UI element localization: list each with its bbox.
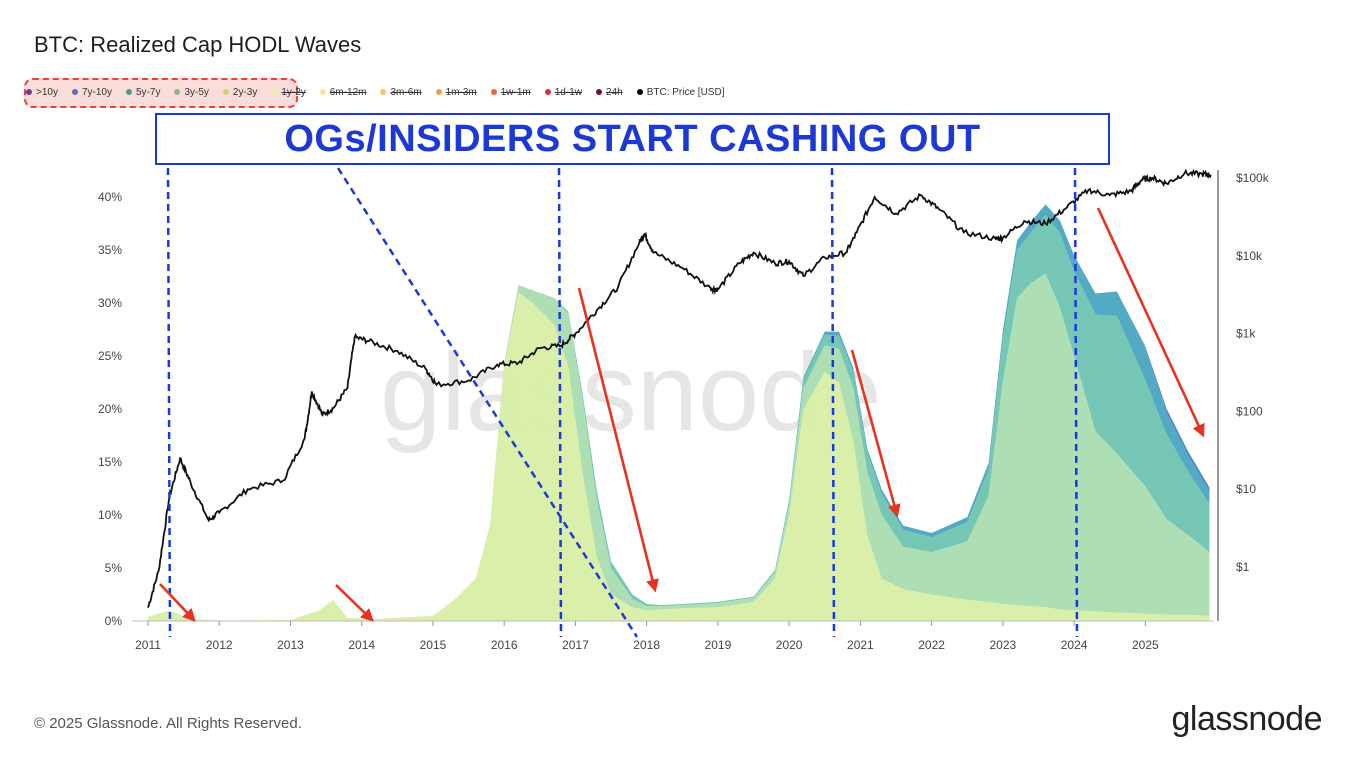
legend-highlight-box xyxy=(24,78,298,108)
legend-swatch-icon xyxy=(271,89,278,95)
x-tick-label: 2013 xyxy=(277,638,304,652)
decline-arrow xyxy=(335,584,374,622)
y-left-tick-label: 35% xyxy=(98,243,122,257)
x-tick-label: 2023 xyxy=(989,638,1016,652)
cycle-marker-line xyxy=(166,167,172,638)
legend-item-7[interactable]: 3m-6m xyxy=(380,86,422,98)
axes: 2011 2012 2013 2014 2015 2016 2017 2018 2019 2020… xyxy=(98,170,1270,652)
copyright-text: © 2025 Glassnode. All Rights Reserved. xyxy=(34,715,302,732)
legend-swatch-icon xyxy=(544,89,551,95)
legend-label: BTC: Price [USD] xyxy=(646,86,725,98)
legend-label: 1m-3m xyxy=(445,86,477,98)
legend-swatch-icon xyxy=(596,89,602,95)
decline-arrow xyxy=(850,349,901,518)
legend-swatch-icon xyxy=(319,89,326,95)
btc-price-line xyxy=(147,168,1212,608)
decline-arrow xyxy=(1096,207,1205,438)
legend-item-6[interactable]: 6m-12m xyxy=(319,86,367,98)
y-left-tick-label: 5% xyxy=(105,561,123,575)
area-layers xyxy=(148,204,1210,621)
legend-swatch-icon xyxy=(636,89,643,95)
legend-item-8[interactable]: 1m-3m xyxy=(435,86,477,98)
y-right-tick-label: $100k xyxy=(1236,171,1270,185)
x-tick-label: 2014 xyxy=(348,638,375,652)
legend-swatch-icon xyxy=(71,89,78,95)
y-right-tick-label: $1k xyxy=(1236,327,1256,341)
brand-logo-text: glassnode xyxy=(1171,700,1322,738)
legend-label: 24h xyxy=(606,86,623,98)
x-tick-label: 2025 xyxy=(1132,638,1159,652)
x-tick-label: 2015 xyxy=(420,638,447,652)
legend-label: 3y-5y xyxy=(184,86,209,98)
legend-label: 6m-12m xyxy=(329,86,367,98)
legend-swatch-icon xyxy=(26,89,32,95)
x-tick-label: 2022 xyxy=(918,638,945,652)
y-right-tick-label: $100 xyxy=(1236,404,1263,418)
y-left-tick-label: 40% xyxy=(98,190,122,204)
area-5y7y xyxy=(148,215,1210,621)
legend-label: 2y-3y xyxy=(232,86,258,98)
legend: >10y 7y-10y 5y-7y 3y-5y 2y-3y 1y-2y 6m-12m 3m-6… xyxy=(26,80,738,104)
legend-label: 1w-1m xyxy=(500,86,531,98)
cycle-marker-line xyxy=(557,167,563,638)
x-tick-label: 2017 xyxy=(562,638,589,652)
y-left-tick-label: 20% xyxy=(98,402,122,416)
legend-item-1[interactable]: 7y-10y xyxy=(71,86,112,98)
y-left-tick-label: 10% xyxy=(98,508,122,522)
x-tick-label: 2019 xyxy=(705,638,732,652)
legend-item-12[interactable]: BTC: Price [USD] xyxy=(636,86,725,98)
legend-item-4[interactable]: 2y-3y xyxy=(222,86,258,98)
decline-arrow xyxy=(159,583,196,622)
y-left-tick-label: 15% xyxy=(98,455,122,469)
legend-label: 1d-1w xyxy=(554,86,582,98)
legend-item-0[interactable]: >10y xyxy=(26,87,58,98)
decline-arrow xyxy=(577,287,659,593)
x-tick-label: 2018 xyxy=(633,638,660,652)
legend-label: 3m-6m xyxy=(390,86,422,98)
legend-swatch-icon xyxy=(435,89,442,95)
legend-label: 1y-2y xyxy=(281,86,306,98)
legend-label: 5y-7y xyxy=(135,86,161,98)
legend-label: 7y-10y xyxy=(81,86,112,98)
legend-swatch-icon xyxy=(380,89,387,95)
x-tick-label: 2020 xyxy=(776,638,803,652)
legend-swatch-icon xyxy=(174,89,181,95)
x-tick-label: 2021 xyxy=(847,638,874,652)
annotation-banner: OGs/INSIDERS START CASHING OUT xyxy=(155,113,1110,165)
legend-item-10[interactable]: 1d-1w xyxy=(544,86,582,98)
legend-swatch-icon xyxy=(125,89,132,95)
legend-item-9[interactable]: 1w-1m xyxy=(490,86,531,98)
chart-title: BTC: Realized Cap HODL Waves xyxy=(34,32,362,57)
legend-label: >10y xyxy=(36,86,58,98)
x-tick-label: 2016 xyxy=(491,638,518,652)
legend-swatch-icon xyxy=(222,89,229,95)
y-left-tick-label: 0% xyxy=(105,614,123,628)
y-left-tick-label: 30% xyxy=(98,296,122,310)
y-left-tick-label: 25% xyxy=(98,349,122,363)
y-right-tick-label: $10k xyxy=(1236,249,1263,263)
cycle-marker-line xyxy=(1073,167,1079,638)
y-right-tick-label: $10 xyxy=(1236,482,1256,496)
cycle-marker-line xyxy=(830,167,836,638)
area-3y5y xyxy=(148,273,1210,621)
legend-item-3[interactable]: 3y-5y xyxy=(174,86,209,98)
x-tick-label: 2012 xyxy=(206,638,233,652)
y-right-tick-label: $1 xyxy=(1236,560,1250,574)
legend-item-5[interactable]: 1y-2y xyxy=(271,86,306,98)
x-tick-label: 2024 xyxy=(1061,638,1088,652)
x-tick-label: 2011 xyxy=(135,638,161,652)
annotations xyxy=(159,167,1205,638)
legend-swatch-icon xyxy=(490,89,497,95)
legend-item-11[interactable]: 24h xyxy=(596,87,623,98)
cycle-marker-line xyxy=(336,167,639,638)
legend-item-2[interactable]: 5y-7y xyxy=(125,86,161,98)
